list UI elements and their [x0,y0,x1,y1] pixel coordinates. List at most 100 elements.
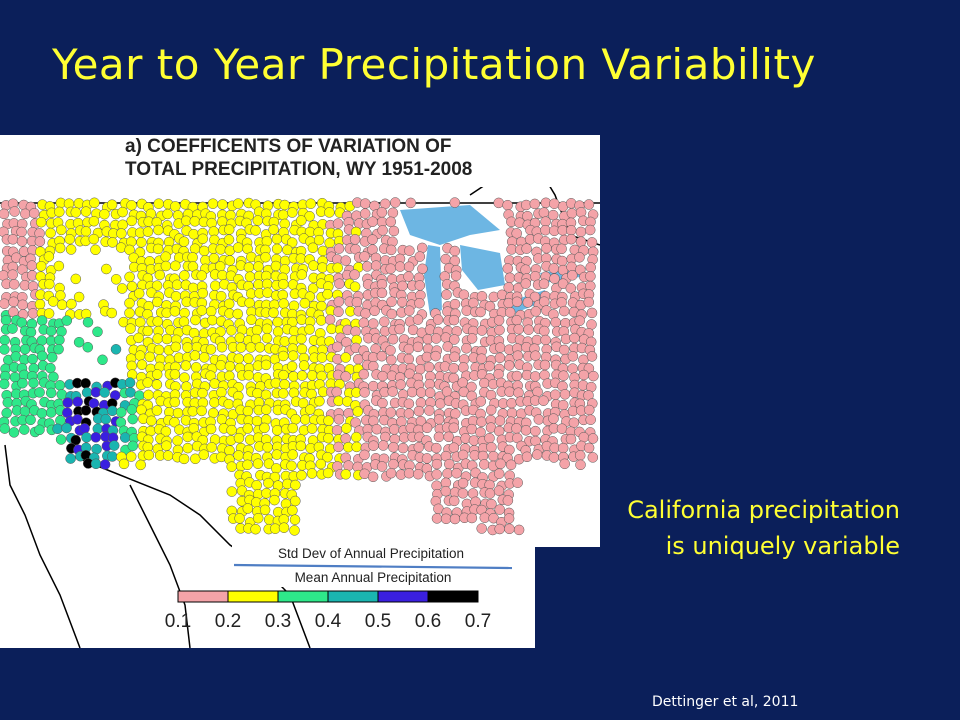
station-dot [270,377,282,389]
station-dot [91,443,102,455]
station-dot [232,242,244,253]
station-dot [359,208,371,219]
station-dot [278,298,289,309]
station-dot [296,470,307,481]
station-dot [326,323,337,335]
station-dot [19,343,31,355]
station-dot [574,450,586,461]
station-dot [316,352,328,363]
station-dot [523,324,534,335]
station-dot [377,397,388,409]
station-dot [351,441,362,453]
station-dot [304,324,315,335]
station-dot [45,227,56,239]
station-dot [397,442,409,454]
station-dot [417,263,428,275]
station-dot [133,332,144,344]
station-dot [585,414,596,425]
station-dot [306,468,318,479]
station-dot [152,296,163,308]
station-dot [351,296,363,308]
station-dot [1,407,12,419]
station-dot [224,360,236,372]
station-dot [117,206,128,218]
station-dot [504,307,516,318]
station-dot [169,306,181,317]
station-dot [331,386,342,398]
station-dot [19,406,31,417]
station-dot [369,305,380,317]
station-dot [80,206,92,217]
station-dot [371,423,383,435]
station-dot [270,260,282,272]
station-dot [151,379,163,390]
station-dot [511,370,523,382]
station-dot [99,208,110,220]
station-dot [322,288,333,300]
station-dot [242,405,254,417]
station-dot [304,404,316,415]
station-dot [305,198,317,209]
colorbar-bin [277,590,329,603]
station-dot [25,414,36,426]
station-dot [416,387,427,398]
station-dot [533,414,545,425]
station-dot [152,333,163,344]
station-dot [504,523,515,535]
figure-title-line2: TOTAL PRECIPITATION, WY 1951-2008 [125,159,472,180]
station-dot [476,416,487,428]
station-dot [2,397,14,408]
station-dot [88,233,100,245]
station-dot [107,451,118,462]
station-dot [322,451,333,463]
station-dot [556,243,567,255]
station-dot [333,296,345,307]
station-dot [125,451,137,462]
station-dot [511,423,522,434]
station-dot [558,370,569,381]
station-dot [532,386,543,398]
station-dot [488,450,499,462]
station-dot [376,350,388,362]
station-dot [296,215,307,226]
station-dot [80,405,92,416]
station-dot [556,297,567,308]
station-dot [243,369,254,381]
station-dot [568,417,580,428]
station-dot [397,280,408,292]
station-dot [548,413,559,424]
station-dot [215,360,227,371]
station-dot [385,263,396,274]
station-dot [89,197,100,209]
station-dot [260,359,272,371]
baja-coast [4,444,81,648]
station-dot [243,262,255,273]
station-dot [359,251,370,262]
station-dot [26,260,38,271]
station-dot [246,314,257,325]
station-dot [116,283,128,294]
station-dot [181,381,192,392]
station-dot [119,432,131,443]
station-dot [448,422,460,434]
map-figure-svg: a) COEFFICENTS OF VARIATION OF TOTAL PRE… [0,135,600,648]
station-dot [0,314,12,326]
station-dot [252,215,264,226]
station-dot [387,386,398,397]
station-dot [73,291,85,303]
formula-numerator: Std Dev of Annual Precipitation [278,546,464,561]
station-dot [287,505,298,516]
station-dot [431,469,442,480]
station-dot [412,314,424,325]
station-dot [388,458,399,470]
station-dot [565,225,577,236]
station-dot [252,388,263,399]
station-dot [162,208,173,220]
station-dot [153,224,164,236]
station-dot [433,414,445,425]
station-dot [110,344,122,355]
station-dot [279,199,290,211]
mexico-border [69,454,311,648]
station-dot [215,244,226,255]
station-dot [359,449,370,461]
